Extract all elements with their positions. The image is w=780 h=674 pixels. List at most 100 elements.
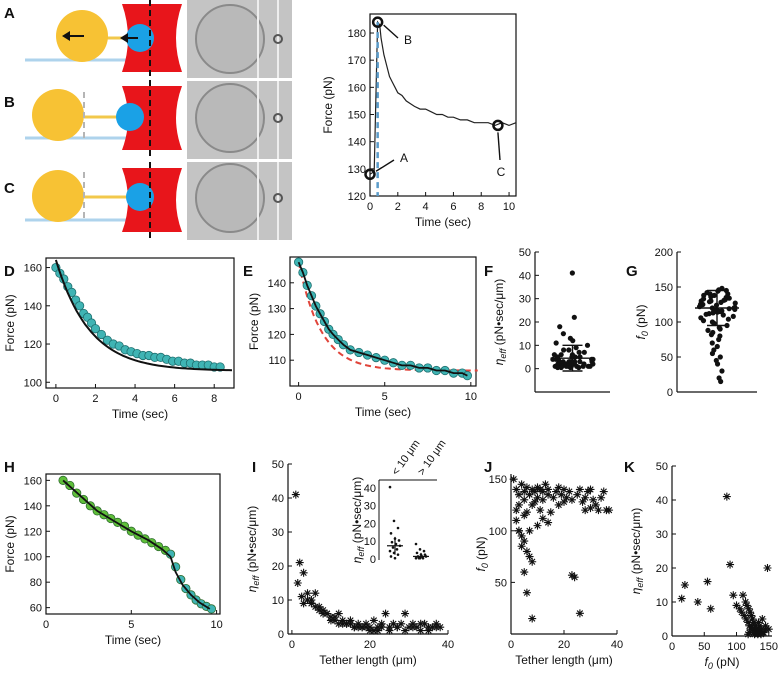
y-tick-label: 20 xyxy=(519,317,531,329)
x-tick-label: 4 xyxy=(423,201,429,213)
y-tick-label: 120 xyxy=(268,329,286,341)
inset-point xyxy=(414,542,418,546)
inset-point xyxy=(396,526,400,530)
bead xyxy=(116,103,144,131)
x-tick-label: 40 xyxy=(442,639,454,651)
annotation-arrow xyxy=(497,132,501,161)
cell xyxy=(32,170,84,222)
data-point xyxy=(693,598,702,606)
chart-d: 0 2 4 6 8 100 120 140 160 Time (sec) Force (pN) xyxy=(3,257,235,421)
data-point xyxy=(735,604,744,613)
inset-point xyxy=(395,548,399,551)
data-point xyxy=(522,547,531,556)
data-point xyxy=(706,604,715,613)
x-axis-label: Time (sec) xyxy=(415,215,471,229)
data-point xyxy=(546,508,555,517)
inset-y-tick-label: 20 xyxy=(364,518,376,530)
data-point xyxy=(742,615,751,623)
chart-j: 0 20 40 50 100 150 Tether length (μm) f0 (pN) xyxy=(474,474,623,667)
inset-point xyxy=(418,548,422,551)
data-point xyxy=(389,619,398,628)
plot-frame xyxy=(289,256,477,387)
inset-point xyxy=(390,540,394,544)
data-point xyxy=(358,623,367,632)
panel-letter-d: D xyxy=(4,263,15,280)
y-axis-label: f0 (pN) xyxy=(474,536,490,571)
data-point xyxy=(293,579,302,587)
data-point xyxy=(555,364,561,371)
data-point xyxy=(299,599,308,608)
data-point xyxy=(522,508,531,517)
inset-point xyxy=(414,556,418,560)
chart-h: 0 5 10 60 80 100 120 140 160 Time (sec) Force (pN) xyxy=(3,473,223,647)
inset-point xyxy=(421,556,425,560)
data-point xyxy=(586,485,595,494)
data-point xyxy=(528,614,537,623)
data-point xyxy=(709,350,716,357)
data-point xyxy=(96,329,107,340)
inset-point xyxy=(396,553,400,556)
y-axis-label: Force (pN) xyxy=(321,76,335,133)
data-point xyxy=(703,311,709,317)
chart-k: 0 50 100 150 0 10 20 30 40 50 f0 (pN) ηeff (pN•sec/… xyxy=(629,461,778,671)
data-point xyxy=(533,493,542,502)
y-tick-label: 50 xyxy=(661,352,673,364)
x-axis-label: Time (sec) xyxy=(105,633,161,647)
inset-point xyxy=(397,539,401,542)
data-point xyxy=(514,526,523,535)
inset-point xyxy=(389,532,393,535)
force-trace-line xyxy=(369,20,517,175)
x-tick-label: 0 xyxy=(53,393,59,405)
panel-letter-b: B xyxy=(4,94,15,111)
data-point xyxy=(571,314,577,320)
annotation-b-label: B xyxy=(404,33,412,47)
data-point xyxy=(715,288,721,294)
data-point xyxy=(369,616,378,625)
data-point xyxy=(342,619,351,628)
data-point xyxy=(75,301,85,311)
data-point xyxy=(557,490,566,499)
x-tick-label: 4 xyxy=(132,393,138,405)
y-tick-label: 150 xyxy=(348,110,366,122)
panel-letter-c: C xyxy=(4,180,15,197)
data-point xyxy=(746,608,755,617)
y-tick-label: 40 xyxy=(272,493,284,505)
data-point xyxy=(742,601,751,610)
data-point xyxy=(520,495,529,504)
bead xyxy=(126,183,154,211)
panel-letter-a: A xyxy=(4,5,15,22)
x-tick-label: 0 xyxy=(669,641,675,653)
data-point xyxy=(754,618,763,627)
data-point xyxy=(561,347,567,353)
data-point xyxy=(725,316,731,322)
inset-y-tick-label: 0 xyxy=(370,554,376,566)
data-point xyxy=(90,324,101,334)
data-point xyxy=(567,495,576,504)
micrograph-a xyxy=(187,0,292,78)
micrograph-c xyxy=(187,162,292,240)
y-tick-label: 50 xyxy=(272,459,284,471)
data-point xyxy=(716,336,722,343)
y-tick-label: 160 xyxy=(24,475,42,487)
data-point xyxy=(544,485,553,494)
data-point xyxy=(295,558,304,567)
annotation-c-label: C xyxy=(497,165,506,179)
data-point xyxy=(729,591,738,600)
data-point xyxy=(424,626,433,635)
y-tick-label: 0 xyxy=(667,387,673,399)
y-tick-label: 10 xyxy=(272,595,284,607)
inset-point xyxy=(392,519,396,523)
x-axis-label: f0 (pN) xyxy=(704,655,739,671)
data-point xyxy=(512,485,521,494)
panel-letter-h: H xyxy=(4,459,15,476)
data-point xyxy=(536,506,545,515)
y-tick-label: 120 xyxy=(24,339,42,351)
data-point xyxy=(738,591,747,600)
data-point xyxy=(549,493,558,502)
x-tick-label: 6 xyxy=(450,201,456,213)
x-tick-label: 8 xyxy=(478,201,484,213)
chart-i: 0 20 40 0 10 20 30 40 50 Tether length (μm) ηeff (… xyxy=(245,438,454,667)
x-tick-label: 2 xyxy=(92,393,98,405)
data-point xyxy=(311,589,320,598)
x-axis-label: Time (sec) xyxy=(112,407,168,421)
